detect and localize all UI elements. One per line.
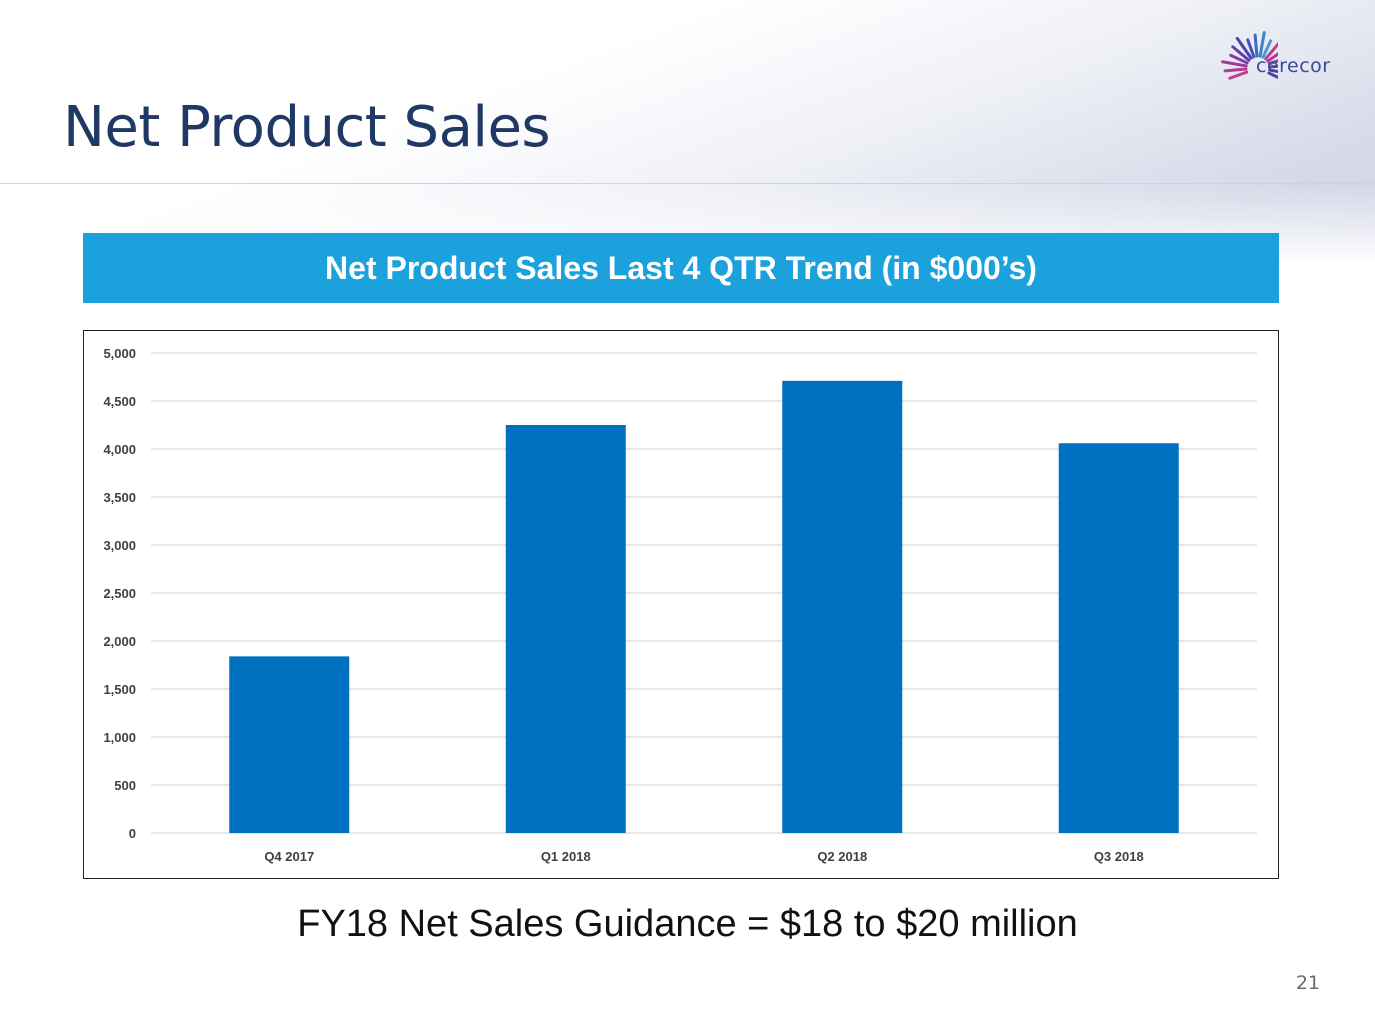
y-tick-label: 1,000: [103, 730, 136, 745]
title-divider: [0, 183, 1375, 184]
chart-frame: 0 500 1,000 1,500 2,000 2,500 3,000 3,500 4,000 4…: [83, 330, 1279, 879]
logo-ray: [1231, 45, 1251, 62]
x-tick-label: Q2 2018: [817, 849, 867, 864]
logo-ray: [1264, 41, 1281, 61]
logo-ray: [1253, 33, 1259, 58]
bar-chart: 0 500 1,000 1,500 2,000 2,500 3,000 3,500 4,000 4…: [103, 346, 1257, 864]
x-tick-label: Q3 2018: [1094, 849, 1144, 864]
bar-q4-2017: [229, 656, 350, 833]
logo-ray: [1258, 31, 1266, 58]
y-tick-label: 2,500: [103, 586, 136, 601]
page-number: 21: [1295, 972, 1320, 994]
logo-ray: [1261, 39, 1273, 59]
logo-ray: [1223, 67, 1248, 73]
y-tick-label: 3,500: [103, 490, 136, 505]
chart-title: Net Product Sales Last 4 QTR Trend (in $…: [325, 249, 1037, 286]
guidance-text: FY18 Net Sales Guidance = $18 to $20 mil…: [297, 903, 1078, 945]
bar-q2-2018: [782, 380, 903, 833]
logo-ray: [1228, 70, 1249, 80]
chart-banner: Net Product Sales Last 4 QTR Trend (in $…: [83, 233, 1279, 303]
y-tick-label: 500: [114, 778, 136, 793]
y-tick-label: 3,000: [103, 538, 136, 553]
logo-text: cerecor: [1256, 55, 1331, 77]
y-tick-label: 2,000: [103, 634, 136, 649]
page-title: Net Product Sales: [63, 95, 551, 160]
logo-ray: [1221, 60, 1248, 68]
x-tick-label: Q4 2017: [264, 849, 314, 864]
x-tick-label: Q1 2018: [541, 849, 591, 864]
y-tick-label: 0: [129, 826, 136, 841]
bar-q3-2018: [1058, 443, 1179, 833]
logo-ray: [1246, 38, 1256, 59]
bar-q1-2018: [505, 425, 626, 833]
cerecor-logo: [1218, 22, 1358, 112]
logo-ray: [1235, 37, 1253, 60]
y-tick-label: 4,000: [103, 442, 136, 457]
logo-ray: [1229, 53, 1249, 65]
y-tick-label: 1,500: [103, 682, 136, 697]
y-tick-label: 4,500: [103, 394, 136, 409]
y-tick-label: 5,000: [103, 346, 136, 361]
